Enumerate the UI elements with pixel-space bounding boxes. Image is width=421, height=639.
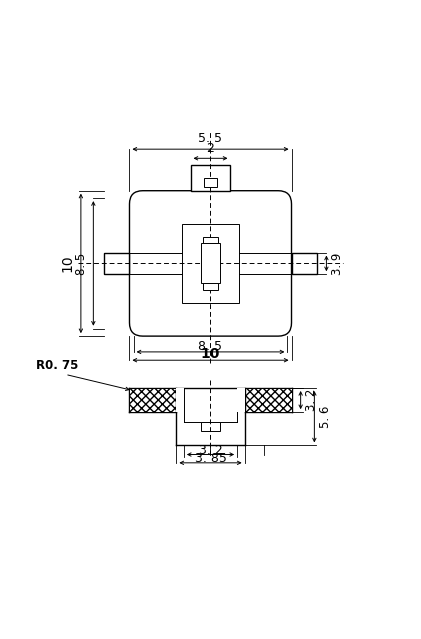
Bar: [201, 243, 220, 283]
Bar: [237, 388, 245, 412]
Text: 3. 9: 3. 9: [330, 252, 344, 275]
Bar: [291, 252, 317, 274]
Bar: [203, 237, 218, 243]
Bar: [203, 283, 218, 290]
Text: 10: 10: [201, 348, 220, 362]
Bar: [130, 388, 176, 412]
Bar: [104, 252, 130, 274]
Bar: [204, 178, 217, 187]
FancyBboxPatch shape: [130, 190, 291, 336]
Bar: [201, 422, 220, 431]
Text: 5. 6: 5. 6: [319, 406, 331, 428]
Bar: [191, 165, 230, 190]
Text: 3. 2: 3. 2: [305, 389, 318, 412]
Text: 8. 5: 8. 5: [75, 252, 88, 275]
Text: 10: 10: [61, 254, 75, 272]
Bar: [245, 388, 291, 412]
Text: 8. 5: 8. 5: [198, 340, 223, 353]
Text: R0. 75: R0. 75: [36, 359, 78, 372]
Text: 2: 2: [207, 142, 214, 155]
Bar: [182, 224, 239, 303]
Bar: [176, 388, 184, 412]
Text: 3. 2: 3. 2: [199, 443, 222, 457]
Text: 3. 85: 3. 85: [195, 452, 226, 465]
Text: 5. 5: 5. 5: [198, 132, 223, 145]
